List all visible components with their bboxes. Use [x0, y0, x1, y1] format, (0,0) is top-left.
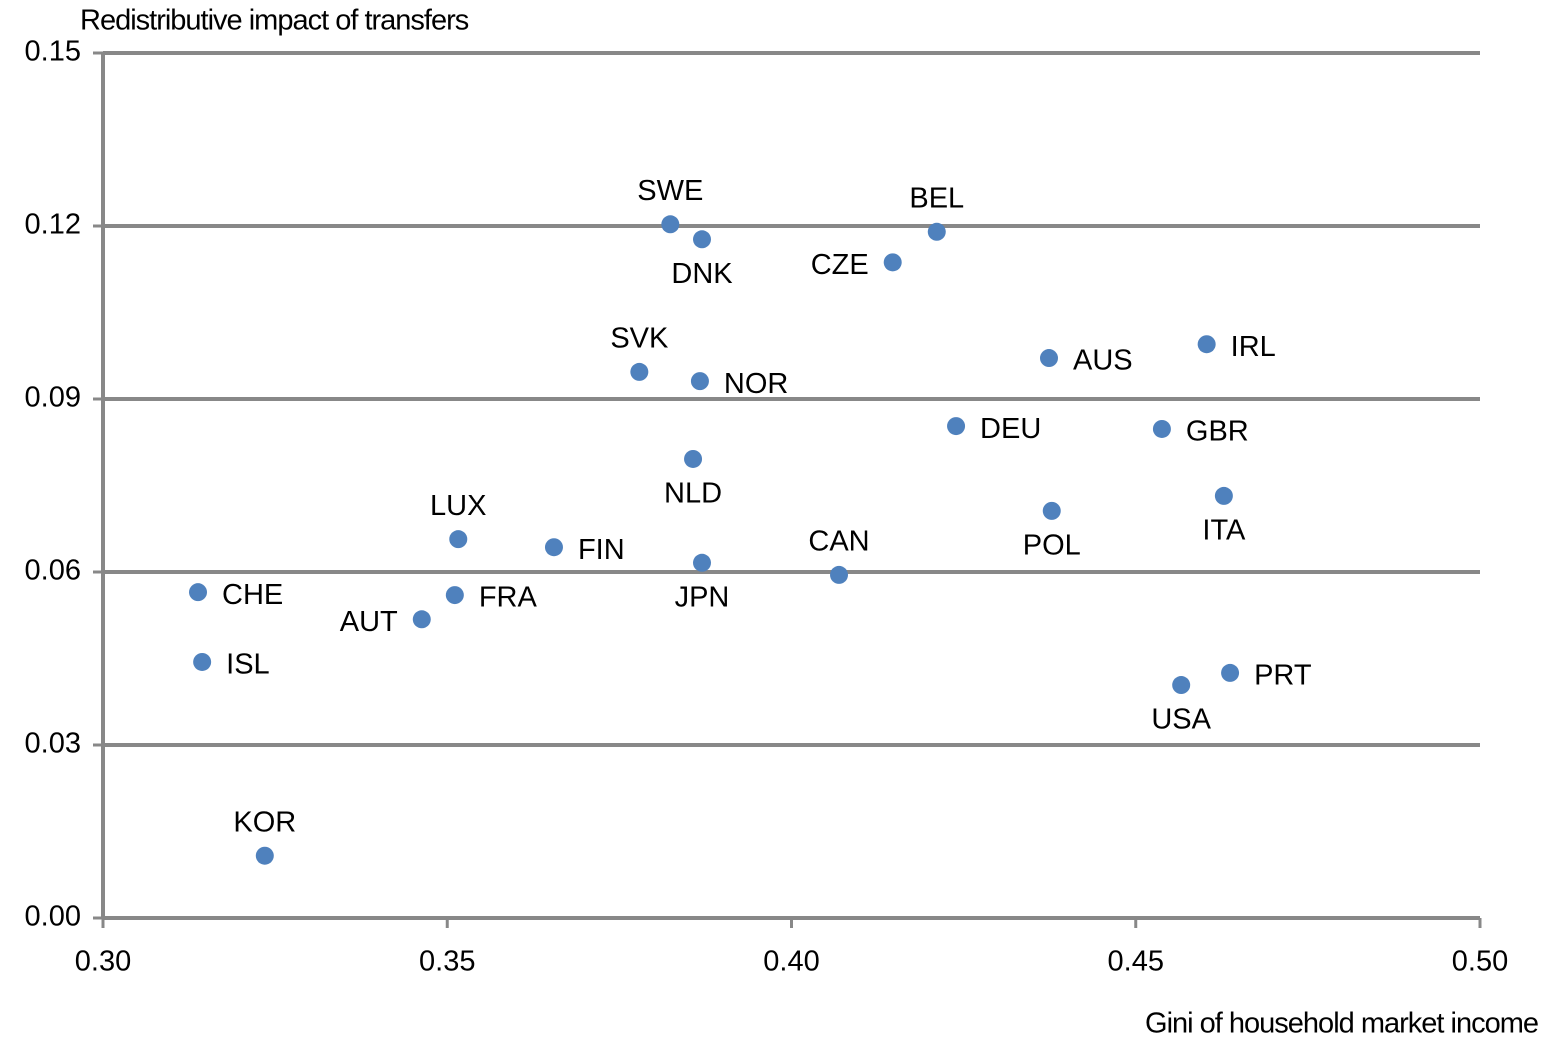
x-tick-label: 0.50: [1452, 946, 1508, 978]
point-label: GBR: [1186, 416, 1249, 448]
point-label: NOR: [724, 368, 788, 400]
x-tick-label: 0.30: [75, 946, 131, 978]
point: [1172, 676, 1191, 695]
point: [927, 222, 946, 241]
y-tick-label: 0.06: [25, 555, 81, 587]
y-tick-label: 0.09: [25, 382, 81, 414]
point-label: CHE: [222, 579, 283, 611]
point: [412, 610, 431, 629]
point-label: CAN: [808, 526, 869, 558]
point-label: AUT: [340, 606, 398, 638]
point: [1152, 419, 1171, 438]
point: [947, 417, 966, 436]
point-label: FIN: [578, 534, 625, 566]
point-label: KOR: [233, 806, 296, 838]
point: [684, 449, 703, 468]
y-axis-title: Redistributive impact of transfers: [80, 5, 469, 37]
point: [544, 538, 563, 557]
point-label: ITA: [1202, 515, 1246, 547]
x-tick-label: 0.45: [1108, 946, 1164, 978]
point-label: DEU: [980, 413, 1041, 445]
point: [189, 583, 208, 602]
point-label: IRL: [1231, 331, 1276, 363]
y-tick-label: 0.03: [25, 728, 81, 760]
point-label: PRT: [1254, 660, 1312, 692]
x-tick-label: 0.35: [419, 946, 475, 978]
point-label: JPN: [675, 581, 730, 613]
point: [445, 586, 464, 605]
point-label: NLD: [664, 478, 722, 510]
point: [1197, 335, 1216, 354]
y-tick-label: 0.15: [25, 36, 81, 68]
point: [830, 565, 849, 584]
y-tick-label: 0.00: [25, 901, 81, 933]
x-tick-label: 0.40: [763, 946, 819, 978]
point-label: USA: [1151, 704, 1211, 736]
point-label: ISL: [226, 649, 270, 681]
point: [690, 372, 709, 391]
point-label: FRA: [479, 582, 538, 614]
point-label: POL: [1023, 530, 1081, 562]
x-axis-title: Gini of household market income: [1145, 1008, 1538, 1040]
point: [1039, 349, 1058, 368]
point: [661, 215, 680, 234]
point-label: BEL: [909, 182, 964, 214]
point: [255, 846, 274, 865]
y-tick-label: 0.12: [25, 209, 81, 241]
point: [193, 652, 212, 671]
point-label: LUX: [430, 490, 486, 522]
point: [692, 553, 711, 572]
point-label: SWE: [637, 175, 703, 207]
point-label: AUS: [1073, 345, 1133, 377]
point: [883, 253, 902, 272]
point-label: DNK: [671, 258, 733, 290]
point: [449, 530, 468, 549]
point-label: CZE: [811, 249, 869, 281]
point-label: SVK: [610, 323, 669, 355]
point: [630, 362, 649, 381]
point: [1221, 663, 1240, 682]
point: [692, 230, 711, 249]
point: [1214, 486, 1233, 505]
point: [1042, 501, 1061, 520]
